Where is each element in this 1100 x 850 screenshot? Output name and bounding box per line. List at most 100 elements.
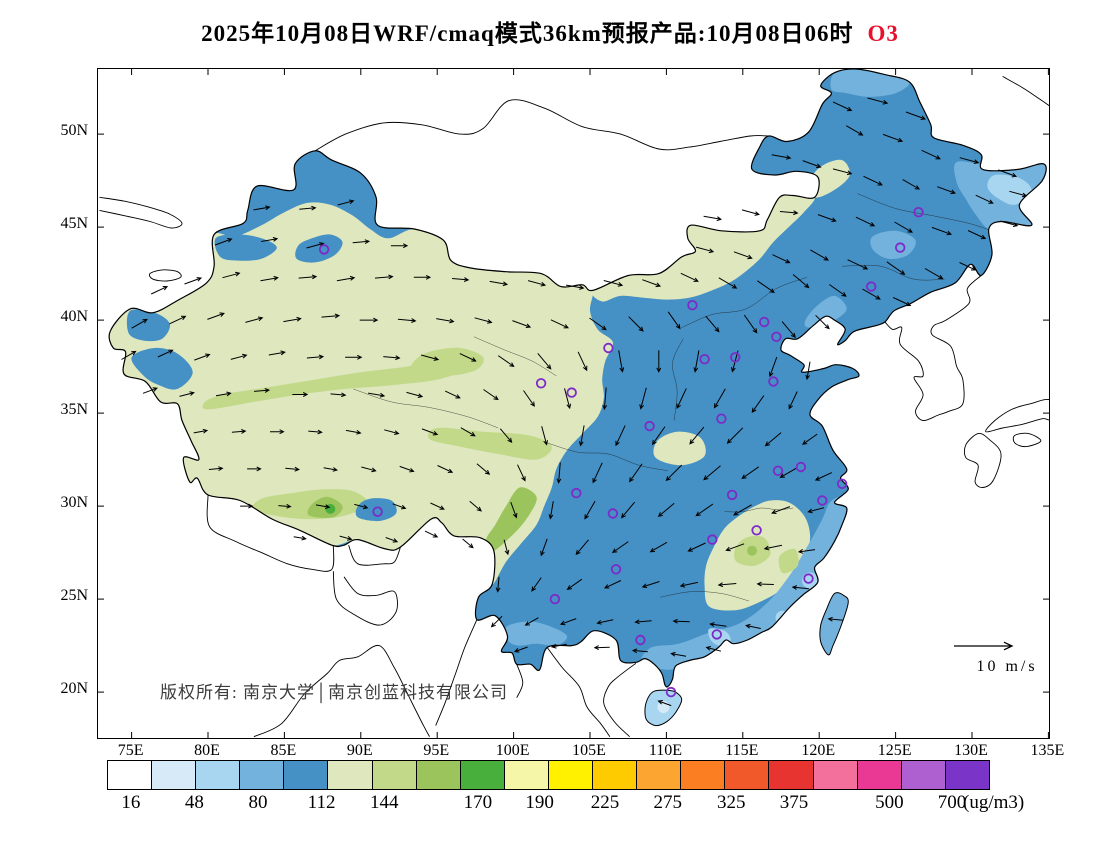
wind-arrow [817,214,837,222]
station-marker [895,242,906,253]
wind-arrow [805,361,811,381]
wind-arrow [634,619,652,625]
lon-axis-label: 75E [117,742,144,759]
wind-arrow [194,353,211,361]
station-marker [726,489,738,501]
wind-arrow [788,391,798,410]
wind-arrow [602,387,608,411]
wind-arrow [523,390,535,407]
wind-arrow [385,537,399,543]
wind-arrow [1009,190,1028,198]
wind-arrow [584,500,596,520]
wind-arrow [214,238,233,246]
axis-ticks [98,69,1049,738]
taiwan-fill [819,592,849,655]
contour-region-west-sage [109,202,614,585]
lat-axis-label: 30N [60,494,88,512]
wind-arrow [489,280,509,287]
wind-arrow [179,391,195,397]
wind-arrow [150,286,169,295]
wind-arrow [121,350,137,360]
wind-arrow [867,97,889,105]
wind-arrow [733,251,753,260]
wind-arrow [726,427,744,444]
colorbar-tick-label: 225 [590,792,620,813]
wind-arrow [603,280,624,287]
wind-arrow [705,646,722,652]
wind-arrow [593,645,610,650]
wind-arrow [399,465,415,473]
wind-arrow [771,154,792,160]
station-marker [603,342,614,354]
wind-arrow [717,582,737,588]
colorbar-segment [901,761,946,789]
wind-arrow [718,277,738,289]
colorbar-segment [240,761,285,789]
colorbar-segment [548,761,594,789]
hainan-outline [644,689,683,727]
wind-vector-field [121,97,1028,707]
wind-arrow [315,504,331,509]
wind-arrow [1000,220,1019,227]
wind-arrow [807,507,825,514]
wind-arrow [829,284,847,297]
contour-region-tibet-green-inner [307,496,343,518]
wind-arrow [495,576,501,593]
wind-arrow [629,463,643,483]
lat-axis-label: 45N [60,215,88,233]
wind-arrow [975,194,994,204]
wind-arrow [462,538,474,549]
wind-arrow [230,353,248,360]
province-boundary [857,193,992,232]
wind-arrow [336,275,356,282]
wind-arrow [421,428,439,436]
wind-arrow [513,646,528,653]
wind-arrow [886,261,906,275]
wind-arrow [905,111,927,120]
colorbar-segment [945,761,989,789]
colorbar-segment [372,761,417,789]
boundary-bangladesh-border [332,571,398,626]
wind-arrow [540,538,548,557]
contour-region-se-green-2 [778,548,799,574]
colorbar-unit-label: (ug/m3) [963,792,1025,813]
wind-arrow [771,506,791,514]
province-boundary [473,336,557,377]
colorbar-tick-label: 48 [184,792,204,813]
lon-axis-label: 100E [495,742,530,759]
wind-arrow [531,577,542,592]
lon-axis-label: 125E [877,742,912,759]
lat-axis-label: 50N [60,122,88,140]
station-marker [803,573,814,584]
wind-arrow [368,392,386,398]
station-marker [771,331,782,343]
colorbar-tick-label: 144 [370,792,399,813]
wind-arrow [713,388,726,409]
station-marker [795,461,807,473]
wind-arrow [413,274,432,280]
wind-arrow [657,502,675,518]
wind-arrow [459,353,477,362]
wind-arrow [193,428,209,434]
wind-arrow [832,168,853,176]
colorbar-tick-label: 16 [121,792,141,813]
contour-fill-layer [109,69,1047,726]
wind-arrow [703,465,721,481]
wind-arrow [656,350,662,373]
wind-arrow [207,312,225,320]
contour-region-fuzhou-pale [802,572,818,589]
wind-arrow [436,318,455,324]
wind-arrow [261,237,279,242]
station-marker [836,478,848,490]
wind-arrow [596,619,614,625]
lon-axis-label: 135E [1030,742,1065,759]
contour-region-urumqi-blue [295,234,343,263]
wind-arrow [298,274,318,280]
wind-arrow [577,351,588,372]
wind-arrow [882,133,904,143]
wind-arrow [278,503,292,509]
wind-arrow [392,503,407,510]
station-marker [730,352,741,363]
wind-arrow [548,501,554,520]
station-marker [759,316,770,328]
